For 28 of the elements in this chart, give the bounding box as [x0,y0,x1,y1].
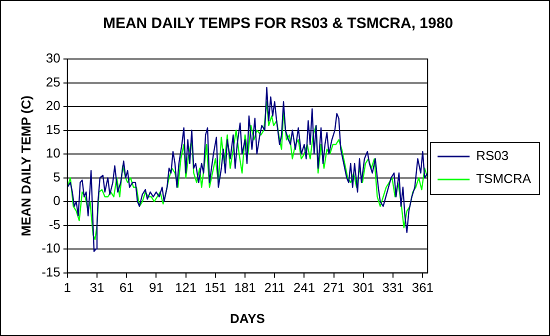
y-axis-title: MEAN DAILY TEMP (C) [18,96,34,236]
y-tick-label: 20 [46,98,60,114]
x-tick-label: 31 [90,280,104,296]
y-tick-label: -10 [42,240,60,256]
x-tick-label: 61 [119,280,134,296]
x-tick-label: 181 [234,280,256,296]
x-tick-label: 301 [352,280,374,296]
y-tick-label: -15 [42,264,60,280]
y-tick-label: 30 [46,50,60,66]
x-tick-label: 331 [382,280,404,296]
chart-title: MEAN DAILY TEMPS FOR RS03 & TSMCRA, 1980 [102,15,454,32]
y-tick-label: 5 [53,169,60,184]
x-tick-label: 271 [323,280,345,296]
x-axis-title: DAYS [230,310,266,326]
y-tick-label: 0 [53,193,60,208]
legend-label: TSMCRA [476,171,532,186]
x-tick-label: 91 [148,280,164,296]
x-tick-label: 361 [412,280,434,296]
y-tick-label: 25 [46,74,60,90]
y-tick-label: 10 [46,146,60,161]
legend-label: RS03 [476,148,509,164]
y-tick-label: -5 [48,216,60,232]
y-tick-label: 15 [46,122,60,137]
x-tick-label: 211 [264,280,286,296]
x-tick-label: 151 [204,280,226,296]
x-tick-label: 241 [293,280,316,296]
x-tick-label: 1 [64,280,72,296]
x-tick-label: 121 [174,280,197,296]
